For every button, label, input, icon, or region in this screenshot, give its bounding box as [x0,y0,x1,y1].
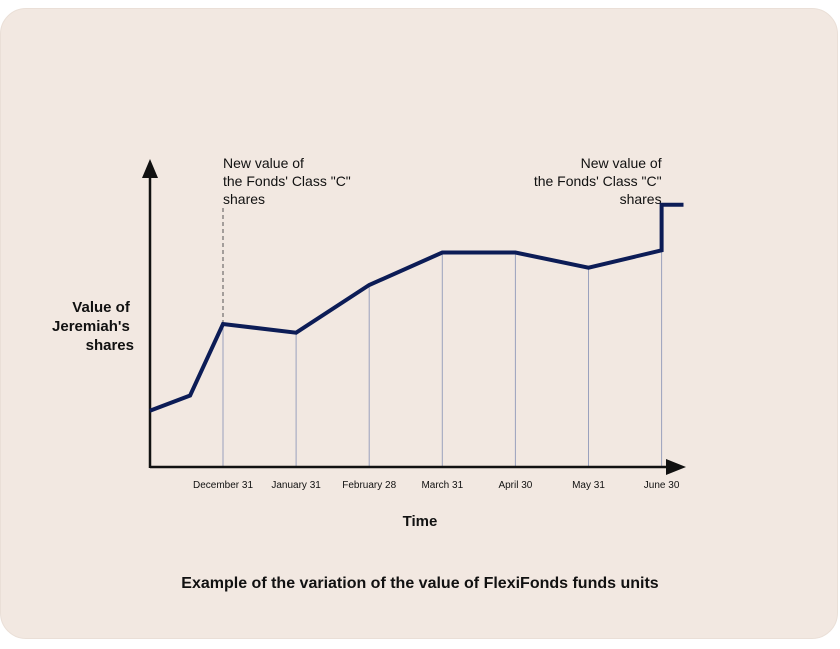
x-tick-label: May 31 [572,480,605,491]
x-axis-label: Time [403,513,438,530]
x-tick-label: February 28 [342,480,396,491]
y-axis-label-line: Value of [72,299,131,316]
annotation-text-line: shares [223,191,265,207]
x-axis-arrow-icon [666,459,686,475]
x-tick-label: April 30 [498,480,532,491]
y-axis-label-line: shares [86,337,134,354]
annotation-text-line: the Fonds' Class "C" [534,173,662,189]
y-axis-label: Value of Jeremiah's shares [52,299,134,354]
annotation-text: New value of the Fonds' Class "C" shares [223,155,351,207]
y-axis-label-line: Jeremiah's [52,318,130,335]
annotations: New value of the Fonds' Class "C" sharesNe… [222,155,663,324]
x-tick-label: December 31 [193,480,253,491]
annotation-text: New value of the Fonds' Class "C" shares [534,155,662,207]
chart-caption: Example of the variation of the value of… [181,575,658,592]
x-tick-label: March 31 [421,480,463,491]
x-tick-label: June 30 [644,480,680,491]
annotation-text-line: shares [620,191,662,207]
y-axis-arrow-icon [142,159,158,178]
series-line [149,202,684,413]
annotation-text-line: the Fonds' Class "C" [223,173,351,189]
annotation-text-line: New value of [581,155,662,171]
chart-card [0,8,838,639]
category-guides [222,250,663,467]
annotation-text-line: New value of [223,155,304,171]
x-tick-label: January 31 [271,480,321,491]
x-tick-labels: December 31 January 31 February 28 March 31… [193,480,680,491]
